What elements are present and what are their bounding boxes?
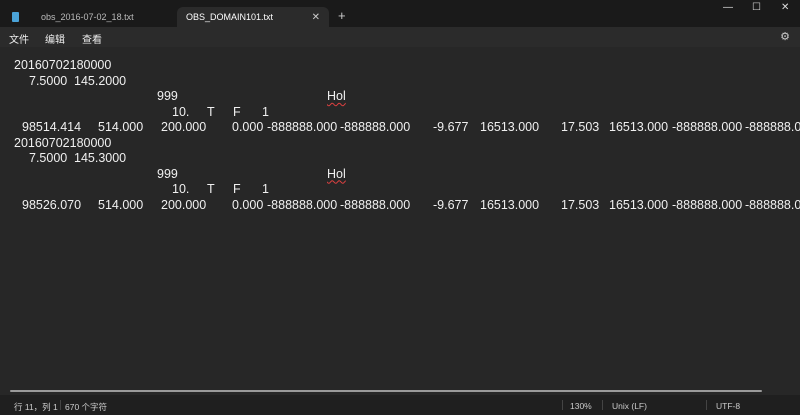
line-ending[interactable]: Unix (LF) xyxy=(612,401,647,411)
menu-view[interactable]: 查看 xyxy=(82,35,102,46)
text-token: T xyxy=(207,182,215,196)
text-token: -9.677 xyxy=(433,120,469,134)
zoom-level[interactable]: 130% xyxy=(570,401,592,411)
text-token: 1 xyxy=(262,104,269,119)
text-token: -888888.000 xyxy=(267,120,338,134)
tab-label: obs_2016-07-02_18.txt xyxy=(41,12,134,22)
new-tab-button[interactable]: + xyxy=(338,8,346,23)
cursor-position: 行 11，列 1 xyxy=(14,402,58,412)
text-token: 20160702180000 xyxy=(14,58,112,72)
text-token: 16513.000 xyxy=(480,197,540,212)
text-token: -888888.000 xyxy=(745,120,800,134)
text-token: 514.000 xyxy=(98,120,144,134)
text-token: -888888.000 xyxy=(672,197,743,212)
tab-obs-2016[interactable]: obs_2016-07-02_18.txt xyxy=(0,7,175,27)
maximize-button[interactable]: ☐ xyxy=(752,2,761,13)
text-token: Hol xyxy=(327,89,346,103)
tab-obs-domain101[interactable]: OBS_DOMAIN101.txt ✕ xyxy=(177,7,329,27)
text-token: 200.000 xyxy=(161,197,207,212)
menu-edit[interactable]: 编辑 xyxy=(45,35,65,46)
text-token: T xyxy=(207,104,215,119)
text-token: 98514.414 xyxy=(22,120,82,134)
text-token: F xyxy=(233,104,241,119)
horizontal-scrollbar[interactable] xyxy=(10,390,762,392)
text-token: 7.5000 xyxy=(29,151,68,165)
text-token: 145.3000 xyxy=(74,151,127,165)
text-token: 98526.070 xyxy=(22,197,82,212)
text-token: -888888.000 xyxy=(672,120,743,134)
text-token: 20160702180000 xyxy=(14,135,112,150)
menu-file[interactable]: 文件 xyxy=(9,35,29,46)
gear-icon[interactable]: ⚙ xyxy=(780,31,790,43)
text-token: 17.503 xyxy=(561,197,600,212)
text-token: 999 xyxy=(157,89,178,103)
text-token: 1 xyxy=(262,182,269,196)
encoding[interactable]: UTF-8 xyxy=(716,401,741,411)
status-bar: 行 11，列 1 670 个字符 130% Unix (LF) UTF-8 xyxy=(0,395,800,415)
notepad-file-icon xyxy=(12,12,19,22)
tab-label: OBS_DOMAIN101.txt xyxy=(186,12,274,22)
text-token: -888888.000 xyxy=(340,197,411,212)
close-tab-icon[interactable]: ✕ xyxy=(311,11,320,23)
text-token: -888888.000 xyxy=(745,197,800,212)
text-token: -888888.000 xyxy=(340,120,411,134)
divider xyxy=(602,400,603,410)
divider xyxy=(706,400,707,410)
text-editor[interactable]: 20160702180000 7.5000 145.2000 999 Hol 10. T F 1… xyxy=(0,47,800,395)
char-count: 670 个字符 xyxy=(65,402,108,412)
divider xyxy=(562,400,563,410)
text-token: 17.503 xyxy=(561,120,600,134)
text-token: F xyxy=(233,182,241,196)
text-token: 10. xyxy=(172,182,190,196)
text-token: 16513.000 xyxy=(480,120,540,134)
divider xyxy=(60,400,61,410)
text-token: -9.677 xyxy=(433,197,469,212)
text-token: 145.2000 xyxy=(74,73,127,88)
text-token: -888888.000 xyxy=(267,197,338,212)
text-token: 514.000 xyxy=(98,197,144,212)
close-window-button[interactable]: ✕ xyxy=(781,2,790,13)
text-token: 0.000 xyxy=(232,197,264,212)
menu-bar: 文件 编辑 查看 ⚙ xyxy=(0,27,800,47)
text-token: 0.000 xyxy=(232,120,264,134)
text-token: 7.5000 xyxy=(29,73,68,88)
text-token: 16513.000 xyxy=(609,120,669,134)
text-token: Hol xyxy=(327,166,346,181)
text-token: 200.000 xyxy=(161,120,207,134)
minimize-button[interactable]: — xyxy=(723,2,733,13)
text-token: 999 xyxy=(157,166,178,181)
title-bar: obs_2016-07-02_18.txt OBS_DOMAIN101.txt … xyxy=(0,0,800,27)
text-token: 16513.000 xyxy=(609,197,669,212)
text-token: 10. xyxy=(172,104,190,119)
